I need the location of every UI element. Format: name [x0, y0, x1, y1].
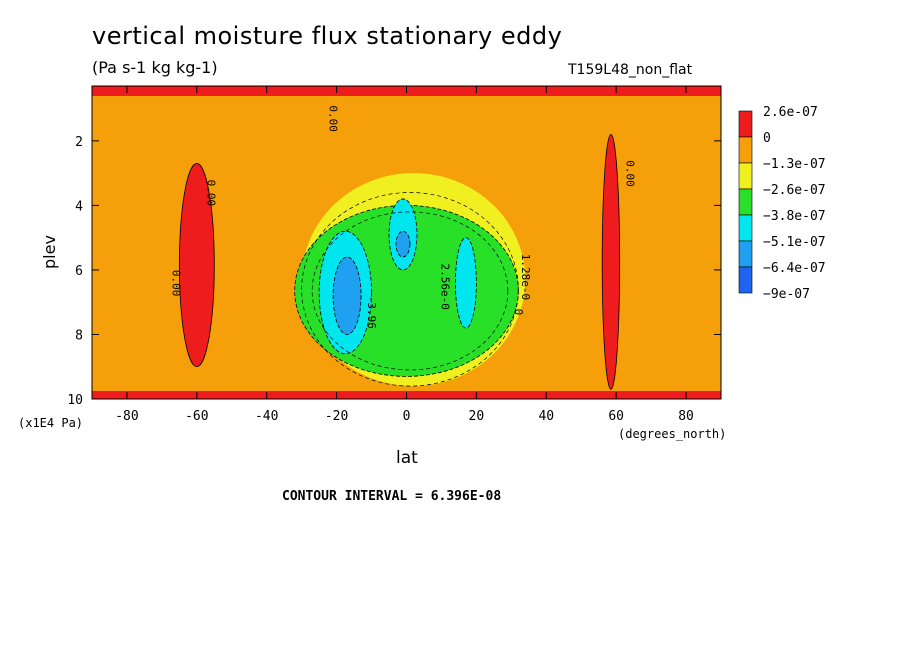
legend-label-1: 0	[763, 131, 771, 146]
legend-label-7: −9e-07	[763, 287, 810, 302]
legend-label-4: −3.8e-07	[763, 209, 826, 224]
contour-label-1: 0.00	[204, 180, 217, 207]
y-tick-label-0: 2	[75, 135, 83, 150]
contour-interval-label: CONTOUR INTERVAL = 6.396E-08	[282, 489, 502, 504]
x-tick-label-5: 20	[469, 409, 485, 424]
legend-swatch-6	[738, 266, 753, 294]
field-region-7	[455, 237, 477, 329]
chart-title: vertical moisture flux stationary eddy	[92, 22, 563, 50]
legend-label-3: −2.6e-07	[763, 183, 826, 198]
x-tick-label-3: -20	[325, 409, 348, 424]
legend-swatch-5	[738, 240, 753, 268]
field-region-0	[178, 163, 215, 368]
contour-label-5: 1.28e-0	[519, 254, 532, 300]
legend-label-2: −1.3e-07	[763, 157, 826, 172]
x-axis-label: lat	[396, 448, 418, 468]
x-units-label: (degrees_north)	[618, 427, 727, 441]
run-label: T159L48_non_flat	[568, 62, 693, 78]
field-region-6	[395, 230, 411, 258]
y-scale-label: (x1E4 Pa)	[18, 416, 84, 430]
contour-label-2: 0.00	[169, 270, 182, 297]
x-tick-label-0: -80	[115, 409, 138, 424]
x-tick-label-2: -40	[255, 409, 278, 424]
contour-label-6: 0	[512, 309, 525, 316]
contour-label-0: 0.00	[327, 105, 340, 132]
legend-swatch-2	[738, 162, 753, 190]
x-tick-label-7: 60	[608, 409, 624, 424]
y-tick-label-3: 8	[75, 328, 83, 343]
field-region-4	[332, 256, 362, 335]
y-tick-label-1: 4	[75, 199, 83, 214]
x-tick-label-4: 0	[403, 409, 411, 424]
contour-label-4: 2.56e-0	[438, 263, 451, 309]
legend-swatch-4	[738, 214, 753, 242]
contour-label-7: -3.96	[365, 296, 378, 329]
legend-swatch-0	[738, 110, 753, 138]
legend-swatch-1	[738, 136, 753, 164]
chart-units: (Pa s-1 kg kg-1)	[92, 58, 218, 77]
contour-label-3: 0.00	[624, 160, 637, 187]
legend-label-5: −5.1e-07	[763, 235, 826, 250]
legend-swatch-3	[738, 188, 753, 216]
x-tick-label-8: 80	[678, 409, 694, 424]
x-tick-label-6: 40	[538, 409, 554, 424]
legend-label-0: 2.6e-07	[763, 105, 818, 120]
legend-label-6: −6.4e-07	[763, 261, 826, 276]
x-tick-label-1: -60	[185, 409, 208, 424]
y-tick-label-2: 6	[75, 264, 83, 279]
field-region-1	[601, 134, 621, 390]
contour-ring-0	[301, 192, 519, 387]
contour-ring-1	[311, 211, 509, 371]
y-tick-label-4: 10	[67, 393, 83, 408]
